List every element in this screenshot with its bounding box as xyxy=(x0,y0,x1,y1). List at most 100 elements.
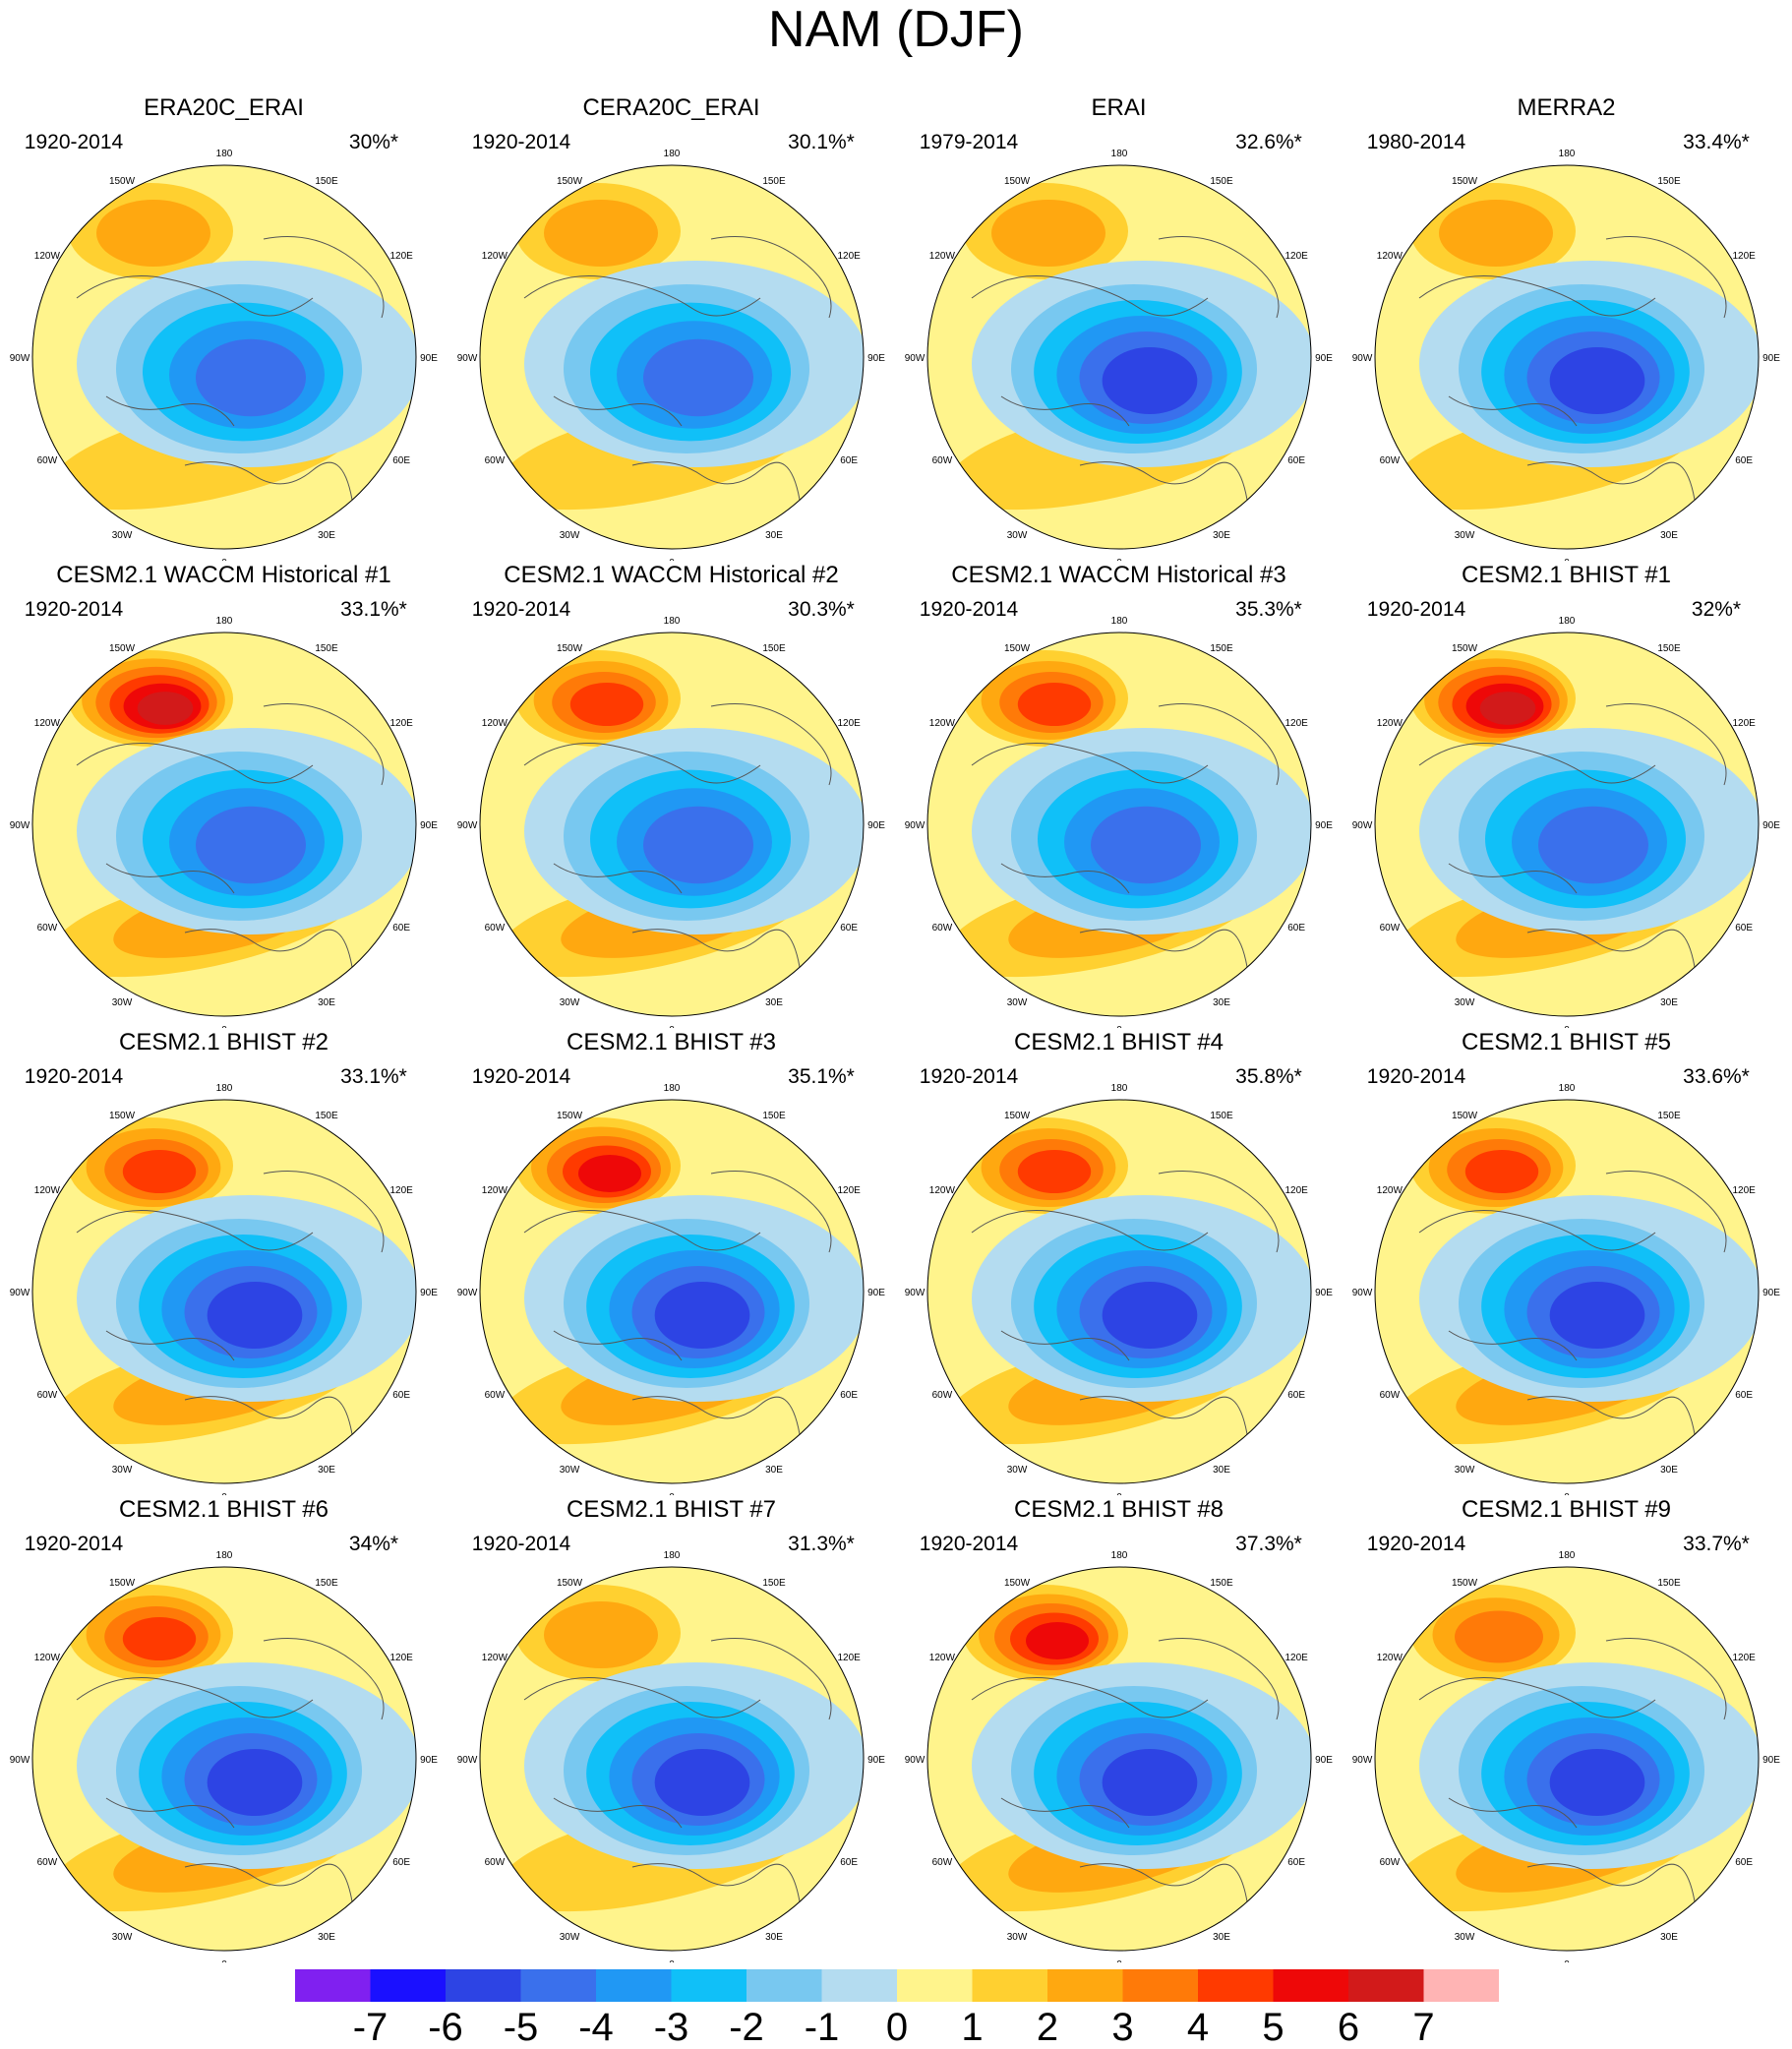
longitude-label: 150E xyxy=(1657,643,1681,654)
longitude-label: 0 xyxy=(669,1492,675,1495)
longitude-label: 0 xyxy=(1116,1492,1122,1495)
longitude-label: 150W xyxy=(557,643,583,654)
longitude-label: 60E xyxy=(1735,1857,1753,1868)
longitude-label: 120W xyxy=(1377,718,1404,729)
longitude-label: 30E xyxy=(765,1465,783,1476)
longitude-label: 30W xyxy=(560,530,580,541)
longitude-label: 30W xyxy=(1007,1932,1028,1943)
map-border xyxy=(31,1099,417,1484)
longitude-label: 150W xyxy=(1452,176,1478,187)
colorbar-label: 7 xyxy=(1412,2006,1435,2049)
longitude-label: 90E xyxy=(1315,1288,1333,1298)
longitude-label: 180 xyxy=(664,1083,681,1094)
map-border xyxy=(1374,164,1760,550)
polar-map: 180 150E 120E 90E 60E 30E 0 30W 60W 90W 120W 150W xyxy=(1352,616,1781,1028)
pacific-contour xyxy=(1017,683,1092,726)
longitude-label: 120E xyxy=(837,1185,861,1196)
longitude-label: 120W xyxy=(929,251,956,262)
longitude-label: 150W xyxy=(557,1111,583,1121)
longitude-label: 60W xyxy=(485,455,506,466)
longitude-label: 120E xyxy=(837,1653,861,1663)
longitude-label: 0 xyxy=(1116,558,1122,561)
longitude-label: 60W xyxy=(485,1390,506,1401)
coastlines xyxy=(1418,236,1727,501)
arctic-contour xyxy=(1091,806,1201,884)
longitude-label: 90W xyxy=(457,1288,478,1298)
longitude-label: 30E xyxy=(1660,1465,1678,1476)
longitude-label: 150W xyxy=(109,643,136,654)
longitude-label: 150W xyxy=(1004,176,1031,187)
longitude-label: 180 xyxy=(216,616,233,627)
arctic-contour xyxy=(654,1749,750,1816)
longitude-label: 180 xyxy=(1559,1550,1576,1561)
arctic-contour xyxy=(643,338,753,417)
map-border xyxy=(926,1566,1312,1952)
colorbar-swatch xyxy=(295,1969,371,2002)
coastlines xyxy=(971,1171,1280,1435)
polar-map: 180 150E 120E 90E 60E 30E 0 30W 60W 90W 120W 150W xyxy=(457,616,886,1028)
panel-title: CESM2.1 WACCM Historical #3 xyxy=(951,562,1286,588)
panel-period: 1920-2014 xyxy=(24,1065,124,1088)
longitude-label: 60W xyxy=(37,455,58,466)
polar-map: 180 150E 120E 90E 60E 30E 0 30W 60W 90W 120W 150W xyxy=(10,1550,439,1962)
longitude-label: 90W xyxy=(905,820,926,831)
longitude-label: 150E xyxy=(1657,1111,1681,1121)
longitude-label: 180 xyxy=(1559,1083,1576,1094)
panel-variance: 33.7%* xyxy=(1683,1533,1750,1555)
pacific-contour xyxy=(1464,1150,1539,1193)
longitude-label: 90E xyxy=(1315,1755,1333,1766)
panel-variance: 35.8%* xyxy=(1235,1065,1302,1088)
longitude-label: 90W xyxy=(457,1755,478,1766)
pacific-contour xyxy=(544,1601,658,1668)
longitude-label: 150E xyxy=(315,1111,338,1121)
panel-period: 1979-2014 xyxy=(919,131,1019,153)
colorbar-label: 0 xyxy=(885,2006,909,2049)
longitude-label: 150W xyxy=(557,1578,583,1589)
polar-map: 180 150E 120E 90E 60E 30E 0 30W 60W 90W 120W 150W xyxy=(1352,1083,1781,1495)
longitude-label: 120W xyxy=(34,1185,61,1196)
panel-period: 1920-2014 xyxy=(24,131,124,153)
polar-map: 180 150E 120E 90E 60E 30E 0 30W 60W 90W 120W 150W xyxy=(905,616,1334,1028)
map-border xyxy=(926,164,1312,550)
longitude-label: 90E xyxy=(420,1288,438,1298)
longitude-label: 0 xyxy=(669,1025,675,1028)
longitude-label: 120E xyxy=(837,718,861,729)
longitude-label: 30E xyxy=(1213,1465,1230,1476)
coastlines xyxy=(971,236,1280,501)
longitude-label: 90W xyxy=(905,1288,926,1298)
longitude-label: 60E xyxy=(1287,1857,1305,1868)
arctic-contour xyxy=(1102,347,1198,414)
map-panel: CESM2.1 BHIST #7 1920-2014 31.3%* 180 150E 12… xyxy=(448,1495,895,1962)
pacific-contour xyxy=(1479,692,1536,725)
longitude-label: 150W xyxy=(1452,1111,1478,1121)
panel-title: CESM2.1 BHIST #1 xyxy=(1462,562,1671,588)
longitude-label: 180 xyxy=(664,149,681,159)
longitude-label: 60E xyxy=(1287,923,1305,934)
longitude-label: 150W xyxy=(557,176,583,187)
longitude-label: 90W xyxy=(10,820,30,831)
longitude-label: 60W xyxy=(37,923,58,934)
longitude-label: 150E xyxy=(1210,1578,1233,1589)
map-panel: CESM2.1 WACCM Historical #2 1920-2014 30.3… xyxy=(448,561,895,1028)
panel-variance: 35.1%* xyxy=(788,1065,855,1088)
panel-period: 1920-2014 xyxy=(471,1533,571,1555)
longitude-label: 150E xyxy=(315,1578,338,1589)
panel-variance: 35.3%* xyxy=(1235,598,1302,621)
longitude-label: 0 xyxy=(669,558,675,561)
longitude-label: 60W xyxy=(485,1857,506,1868)
polar-map: 180 150E 120E 90E 60E 30E 0 30W 60W 90W 120W 150W xyxy=(1352,1550,1781,1962)
longitude-label: 120E xyxy=(389,1653,413,1663)
coastlines xyxy=(76,236,385,501)
longitude-label: 30E xyxy=(318,997,335,1008)
longitude-label: 0 xyxy=(221,1492,227,1495)
longitude-label: 30W xyxy=(1007,530,1028,541)
map-border xyxy=(479,1566,865,1952)
map-panel: CESM2.1 BHIST #4 1920-2014 35.8%* 180 150E 12… xyxy=(895,1028,1343,1495)
map-border xyxy=(479,164,865,550)
longitude-label: 0 xyxy=(669,1959,675,1962)
longitude-label: 120E xyxy=(1732,718,1756,729)
longitude-label: 0 xyxy=(221,558,227,561)
panel-variance: 33.1%* xyxy=(340,598,407,621)
longitude-label: 60W xyxy=(37,1857,58,1868)
colorbar-label: 1 xyxy=(961,2006,984,2049)
